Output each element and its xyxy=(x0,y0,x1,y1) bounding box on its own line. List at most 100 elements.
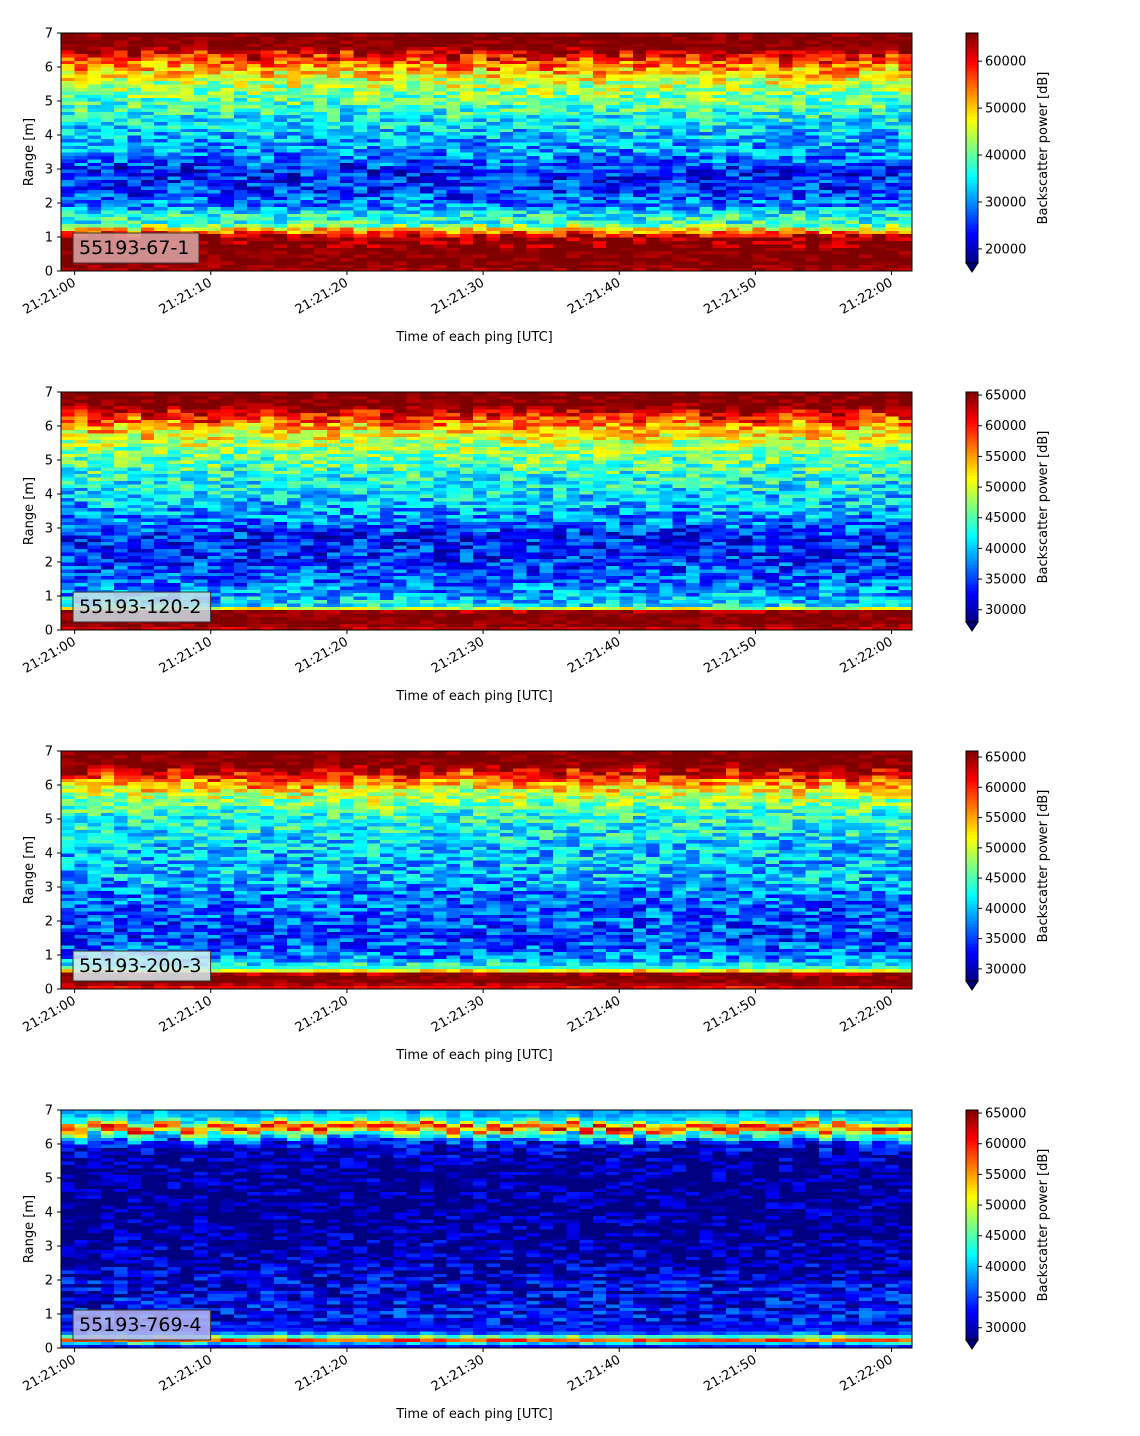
heatmap-cell xyxy=(552,247,567,252)
heatmap-cell xyxy=(420,70,434,75)
heatmap-cell xyxy=(473,203,488,207)
heatmap-cell xyxy=(765,158,780,163)
heatmap-cell xyxy=(592,77,607,82)
heatmap-cell xyxy=(459,243,474,248)
heatmap-cell xyxy=(366,199,381,204)
heatmap-cell xyxy=(74,172,89,177)
heatmap-cell xyxy=(207,121,222,126)
heatmap-cell xyxy=(260,240,275,245)
heatmap-cell xyxy=(140,80,155,85)
heatmap-cell xyxy=(300,237,315,241)
heatmap-cell xyxy=(513,97,527,102)
heatmap-cells xyxy=(61,33,913,272)
heatmap-cell xyxy=(313,33,328,37)
heatmap-cell xyxy=(459,237,474,241)
heatmap-cell xyxy=(459,101,474,105)
heatmap-cell xyxy=(473,152,488,156)
heatmap-cell xyxy=(845,226,860,231)
heatmap-cell xyxy=(154,36,168,41)
heatmap-cell xyxy=(898,131,913,136)
heatmap-cell xyxy=(300,60,315,65)
heatmap-cell xyxy=(393,80,408,85)
heatmap-cell xyxy=(526,250,541,255)
heatmap-cell xyxy=(659,175,674,180)
heatmap-cell xyxy=(326,209,341,214)
heatmap-cell xyxy=(300,162,315,167)
heatmap-cell xyxy=(193,63,208,68)
heatmap-cell xyxy=(154,155,168,160)
heatmap-cell xyxy=(499,46,514,51)
heatmap-cell xyxy=(513,33,527,37)
heatmap-cell xyxy=(592,46,607,51)
heatmap-cell xyxy=(872,165,887,170)
heatmap-cell xyxy=(61,392,75,396)
heatmap-cell xyxy=(127,63,142,68)
heatmap-cell xyxy=(87,230,102,235)
heatmap-cell xyxy=(486,196,501,201)
heatmap-cell xyxy=(247,90,262,95)
heatmap-cell xyxy=(220,172,235,177)
heatmap-cell xyxy=(486,237,501,241)
heatmap-cell xyxy=(207,56,222,61)
heatmap-cell xyxy=(61,504,75,509)
heatmap-cell xyxy=(353,87,368,92)
heatmap-cell xyxy=(526,206,541,211)
heatmap-cell xyxy=(100,186,115,190)
heatmap-cell xyxy=(459,138,474,143)
heatmap-cell xyxy=(539,233,554,238)
heatmap-cell xyxy=(552,165,567,170)
heatmap-cell xyxy=(100,155,115,160)
heatmap-cell xyxy=(127,223,142,228)
heatmap-cell xyxy=(247,141,262,146)
heatmap-cell xyxy=(114,128,129,133)
heatmap-cell xyxy=(220,84,235,88)
heatmap-cell xyxy=(406,267,421,272)
heatmap-cell xyxy=(592,267,607,272)
heatmap-cell xyxy=(87,101,102,105)
heatmap-cell xyxy=(220,94,235,99)
heatmap-cell xyxy=(380,247,395,252)
heatmap-cell xyxy=(552,56,567,61)
heatmap-cell xyxy=(61,213,75,218)
heatmap-cell xyxy=(287,70,301,75)
heatmap-cell xyxy=(526,87,541,92)
heatmap-cell xyxy=(685,233,700,238)
heatmap-cell xyxy=(366,216,381,221)
heatmap-cell xyxy=(566,216,581,221)
heatmap-cell xyxy=(858,182,873,187)
heatmap-cell xyxy=(180,111,195,116)
heatmap-cell xyxy=(406,206,421,211)
heatmap-cell xyxy=(287,145,301,150)
heatmap-cell xyxy=(260,138,275,143)
heatmap-cell xyxy=(193,203,208,207)
heatmap-cell xyxy=(340,260,355,265)
heatmap-cell xyxy=(566,213,581,218)
heatmap-cell xyxy=(74,118,89,122)
heatmap-cell xyxy=(287,121,301,126)
heatmap-cell xyxy=(818,243,833,248)
heatmap-cell xyxy=(646,182,660,187)
heatmap-cell xyxy=(340,165,355,170)
heatmap-cell xyxy=(539,172,554,177)
heatmap-cell xyxy=(100,169,115,173)
heatmap-cell xyxy=(632,192,647,197)
heatmap-cell xyxy=(74,213,89,218)
heatmap-cell xyxy=(406,179,421,184)
heatmap-cell xyxy=(606,169,621,173)
heatmap-cell xyxy=(552,189,567,194)
heatmap-cell xyxy=(366,70,381,75)
heatmap-cell xyxy=(233,73,248,78)
heatmap-cell xyxy=(127,50,142,54)
heatmap-cell xyxy=(499,233,514,238)
heatmap-cell xyxy=(699,226,714,231)
heatmap-cell xyxy=(552,175,567,180)
heatmap-cell xyxy=(420,36,434,41)
heatmap-cell xyxy=(207,148,222,153)
heatmap-cell xyxy=(340,155,355,160)
heatmap-cell xyxy=(247,80,262,85)
heatmap-cell xyxy=(193,67,208,71)
heatmap-cell xyxy=(340,138,355,143)
heatmap-cell xyxy=(420,264,434,269)
heatmap-cell xyxy=(326,114,341,119)
heatmap-cell xyxy=(74,67,89,71)
